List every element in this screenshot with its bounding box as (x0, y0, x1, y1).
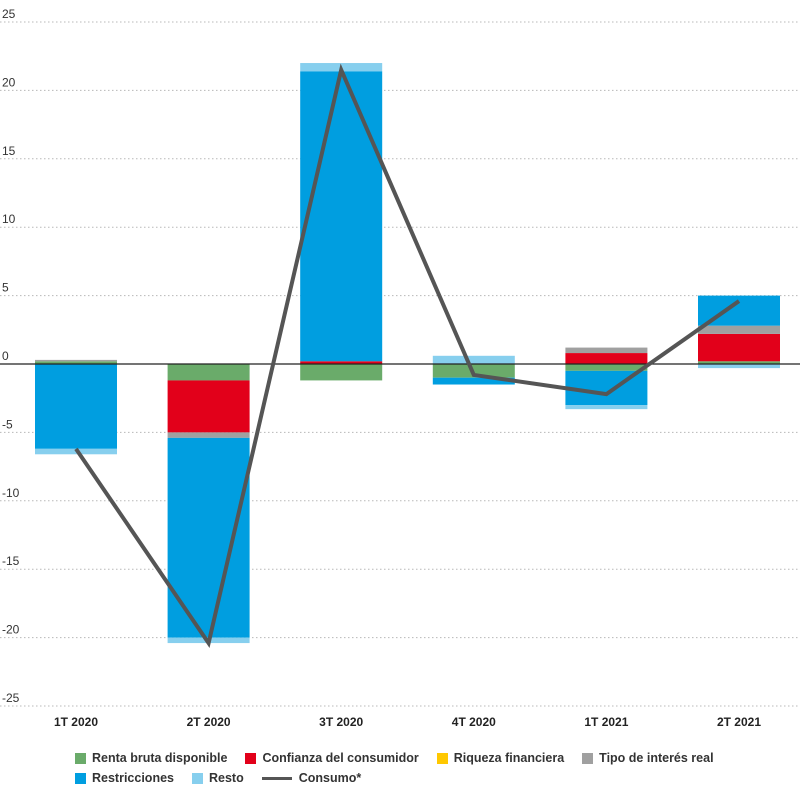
x-category-label: 2T 2021 (717, 715, 761, 729)
bar-segment-renta-bruta-disponible (300, 364, 383, 381)
legend-label-restricciones: Restricciones (92, 771, 174, 785)
legend-item-tipo: Tipo de interés real (582, 751, 714, 765)
chart-canvas: 25 20 15 10 5 0 -5 -10 -15 -20 -25 1T 2020 2T 2020 3… (0, 7, 800, 729)
legend-swatch-renta (75, 752, 86, 764)
legend-label-consumo: Consumo* (298, 771, 362, 785)
bar-segment-renta-bruta-disponible (698, 361, 780, 364)
bar-segment-resto (565, 405, 648, 410)
legend-item-consumo: Consumo* (261, 771, 362, 785)
y-tick-label: -5 (2, 417, 13, 431)
y-tick-label: -20 (2, 623, 20, 637)
legend-label-confianza: Confianza del consumidor (262, 751, 419, 765)
y-tick-label: 0 (2, 349, 9, 363)
legend-swatch-consumo (261, 776, 292, 780)
bar-segment-tipo-de-interes-real (565, 347, 648, 354)
legend-swatch-resto (191, 772, 203, 784)
x-category-label: 2T 2020 (187, 715, 231, 729)
x-category-label: 1T 2021 (584, 715, 628, 729)
bar-segment-tipo-de-interes-real (35, 359, 117, 362)
y-tick-label: 5 (2, 281, 9, 295)
bar-segment-confianza-del-consumidor (167, 380, 250, 433)
bar-segment-tipo-de-interes-real (167, 432, 250, 438)
line-series-consumo (74, 63, 741, 648)
legend-row-2: Restricciones Resto Consumo* (75, 768, 775, 788)
bar-segment-resto (698, 364, 780, 369)
bar-segment-confianza-del-consumidor (565, 353, 648, 364)
legend-label-renta: Renta bruta disponible (92, 751, 228, 765)
legend-label-resto: Resto (208, 771, 244, 785)
legend-row-1: Renta bruta disponible Confianza del con… (75, 748, 775, 768)
x-category-labels: 1T 2020 2T 2020 3T 2020 4T 2020 1T 2021 2T 20… (54, 715, 761, 729)
x-category-label: 3T 2020 (319, 715, 363, 729)
legend-label-riqueza: Riqueza financiera (453, 751, 565, 765)
y-tick-label: 20 (2, 75, 16, 89)
legend-item-confianza: Confianza del consumidor (245, 751, 419, 765)
y-tick-label: 10 (2, 212, 16, 226)
bar-segment-restricciones (300, 71, 383, 362)
bar-segment-resto (432, 355, 515, 364)
legend-item-resto: Resto (191, 771, 244, 785)
legend-label-tipo: Tipo de interés real (599, 751, 714, 765)
y-tick-label: -10 (2, 486, 20, 500)
x-category-label: 1T 2020 (54, 715, 98, 729)
grid-layer (0, 21, 800, 707)
y-tick-label: 15 (2, 144, 16, 158)
bar-segment-confianza-del-consumidor (300, 361, 383, 364)
legend-swatch-restricciones (75, 772, 86, 784)
bar-segment-renta-bruta-disponible (565, 364, 648, 371)
legend-swatch-tipo (582, 752, 594, 764)
bar-segment-renta-bruta-disponible (167, 364, 250, 381)
legend: Renta bruta disponible Confianza del con… (75, 748, 775, 788)
bar-segment-confianza-del-consumidor (698, 333, 780, 362)
y-tick-label: -15 (2, 554, 20, 568)
y-tick-label: -25 (2, 691, 20, 705)
bar-segment-restricciones (35, 364, 117, 449)
legend-item-renta: Renta bruta disponible (75, 751, 227, 765)
legend-swatch-confianza (245, 752, 257, 764)
y-tick-label: 25 (2, 7, 16, 21)
bar-segment-restricciones (432, 377, 515, 385)
line-layer (74, 63, 741, 648)
legend-swatch-riqueza (436, 752, 448, 764)
y-tick-labels: 25 20 15 10 5 0 -5 -10 -15 -20 -25 (2, 7, 20, 705)
bar-segment-renta-bruta-disponible (35, 361, 117, 364)
legend-item-riqueza: Riqueza financiera (436, 751, 565, 765)
legend-item-restricciones: Restricciones (75, 771, 174, 785)
x-category-label: 4T 2020 (452, 715, 496, 729)
bar-segment-restricciones (167, 437, 250, 638)
bar-segment-tipo-de-interes-real (698, 325, 780, 334)
